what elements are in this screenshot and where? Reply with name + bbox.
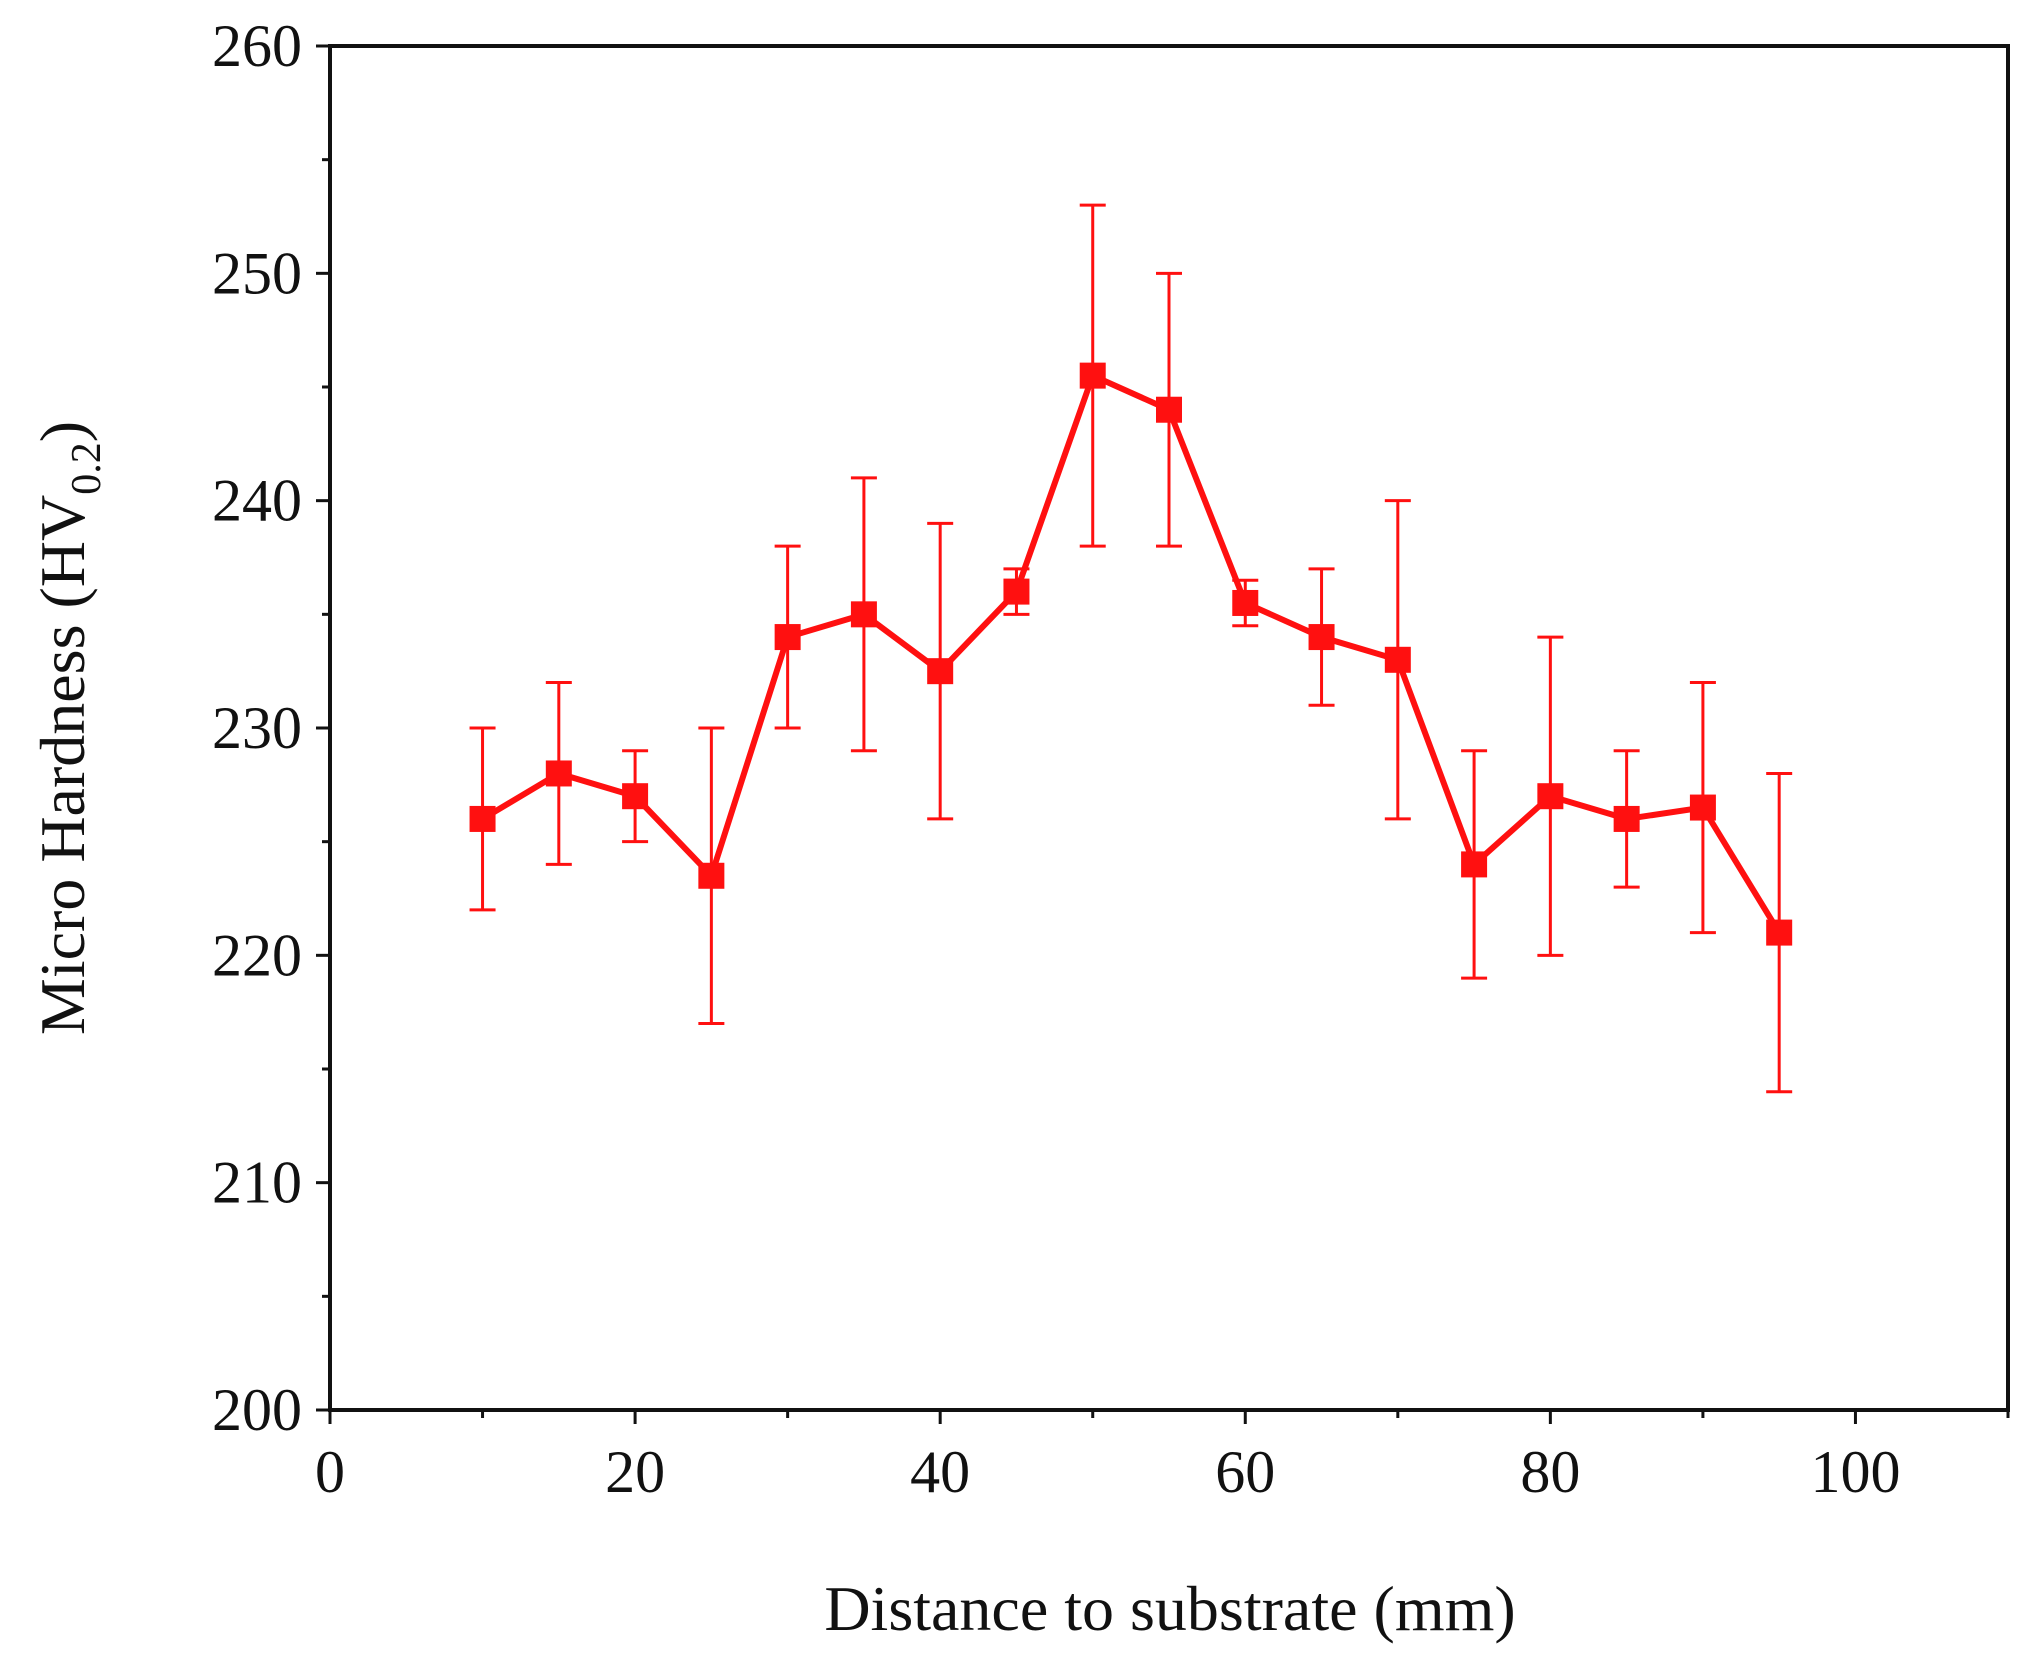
- data-point-marker: [545, 760, 572, 787]
- y-tick-labels: 200 210 220 230 240 250 260: [212, 13, 302, 1443]
- data-point-marker: [927, 658, 954, 685]
- y-tick-label: 240: [212, 468, 302, 534]
- data-point-marker: [1156, 396, 1182, 423]
- data-point-marker: [1689, 794, 1716, 821]
- series-line-segment: [1394, 656, 1478, 868]
- y-tick-label: 200: [212, 1377, 302, 1443]
- y-tick-label: 250: [212, 240, 302, 306]
- data-point-marker: [1766, 919, 1793, 946]
- x-tick-label: 80: [1520, 1439, 1580, 1505]
- x-axis-title: Distance to substrate (mm): [824, 1573, 1515, 1644]
- series-line-segment: [632, 793, 715, 879]
- error-bars: [469, 203, 1793, 1094]
- x-tick-label: 0: [315, 1439, 345, 1505]
- y-tick-label: 230: [212, 695, 302, 761]
- x-tick-label: 100: [1810, 1439, 1900, 1505]
- series-line-segment: [1699, 804, 1783, 936]
- x-tick-labels: 0 20 40 60 80 100: [315, 1439, 1900, 1505]
- data-point-marker: [774, 624, 801, 651]
- data-point-marker: [622, 783, 649, 810]
- series-line-segment: [1166, 406, 1249, 606]
- data-point-marker: [698, 862, 725, 889]
- data-point-marker: [1308, 624, 1335, 651]
- y-tick-label: 260: [212, 13, 302, 79]
- y-tick-label: 220: [212, 922, 302, 988]
- data-markers: [469, 362, 1793, 946]
- x-tick-label: 60: [1215, 1439, 1275, 1505]
- series-line-segment: [708, 634, 791, 879]
- data-point-marker: [1461, 851, 1488, 878]
- major-ticks: [316, 44, 1857, 1424]
- data-point-marker: [850, 601, 877, 628]
- data-point-marker: [1537, 783, 1564, 810]
- x-tick-label: 40: [910, 1439, 970, 1505]
- plot-frame: [328, 44, 2010, 1412]
- data-point-marker: [1003, 578, 1030, 605]
- series-lines: [479, 372, 1783, 936]
- data-point-marker: [1613, 805, 1640, 832]
- minor-ticks: [322, 158, 2010, 1418]
- data-point-marker: [1232, 589, 1259, 616]
- y-axis-title-subscript: 0.2: [64, 442, 110, 495]
- y-tick-label: 210: [212, 1150, 302, 1216]
- y-axis-title-suffix: ): [27, 421, 98, 442]
- series-line-segment: [1013, 372, 1096, 595]
- y-axis-title-prefix: Micro Hardness (HV: [27, 495, 98, 1035]
- data-point-marker: [1384, 646, 1411, 673]
- series-line-segment: [937, 588, 1020, 675]
- y-axis-title: Micro Hardness (HV0.2): [27, 421, 110, 1035]
- data-point-marker: [469, 805, 496, 832]
- x-tick-label: 20: [605, 1439, 665, 1505]
- data-point-marker: [1079, 362, 1106, 389]
